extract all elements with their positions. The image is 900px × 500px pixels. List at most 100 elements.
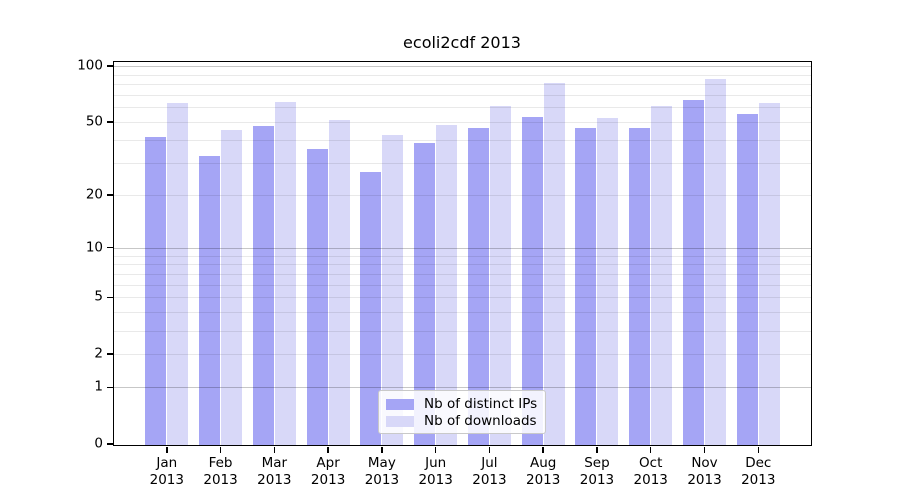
gridline-major-100 (114, 66, 811, 68)
x-tick-month: Feb (208, 455, 233, 471)
x-tick-label-apr: Apr 2013 (311, 455, 345, 489)
x-tick-label-may: May 2013 (365, 455, 399, 489)
legend-item-distinct-ips: Nb of distinct IPs (386, 396, 537, 412)
y-tick-10 (106, 246, 113, 249)
y-tick-label-5: 5 (94, 288, 103, 305)
x-tick-month: Oct (639, 455, 663, 471)
bar-jul-downloads (489, 105, 511, 445)
bar-jun-distinct-ips (414, 143, 436, 445)
x-tick-label-jan: Jan 2013 (150, 455, 184, 489)
bar-may-distinct-ips (360, 172, 382, 445)
x-tick-year: 2013 (741, 472, 776, 488)
bar-sep-downloads (597, 118, 619, 445)
y-tick-label-50: 50 (85, 113, 103, 130)
x-tick-label-jul: Jul 2013 (472, 455, 506, 489)
x-tick-month: Nov (691, 455, 718, 471)
x-tick-year: 2013 (418, 472, 453, 488)
legend-swatch (386, 398, 414, 410)
x-tick-jul (488, 446, 491, 453)
x-tick-month: Jun (425, 455, 447, 471)
bar-mar-downloads (274, 102, 296, 445)
x-tick-month: Aug (529, 455, 557, 471)
bar-mar-distinct-ips (252, 126, 274, 445)
x-tick-label-oct: Oct 2013 (634, 455, 668, 489)
x-tick-month: Jul (481, 455, 498, 471)
y-tick-20 (106, 194, 113, 196)
x-tick-year: 2013 (526, 472, 561, 488)
bar-aug-distinct-ips (521, 116, 543, 445)
y-tick-100 (106, 65, 113, 67)
bar-dec-downloads (758, 103, 780, 445)
x-tick-nov (703, 446, 706, 453)
x-tick-year: 2013 (633, 472, 668, 488)
legend-label: Nb of downloads (424, 413, 537, 429)
x-tick-mar (273, 446, 276, 453)
y-tick-label-10: 10 (85, 238, 103, 255)
bar-dec-distinct-ips (736, 114, 758, 445)
bar-nov-downloads (705, 79, 726, 445)
x-tick-aug (542, 446, 544, 453)
x-tick-year: 2013 (472, 472, 507, 488)
y-tick-2 (106, 353, 113, 355)
bar-jan-downloads (167, 103, 189, 445)
x-tick-sep (596, 446, 598, 453)
y-tick-5 (106, 296, 113, 299)
x-tick-jun (434, 446, 437, 453)
x-tick-year: 2013 (310, 472, 346, 488)
x-tick-jan (166, 446, 168, 453)
x-tick-apr (327, 446, 329, 453)
bar-may-downloads (382, 135, 404, 445)
x-tick-year: 2013 (687, 472, 722, 488)
x-tick-label-aug: Aug 2013 (526, 455, 560, 489)
y-tick-50 (106, 121, 113, 123)
bar-nov-distinct-ips (683, 99, 704, 445)
bar-sep-distinct-ips (575, 128, 597, 445)
legend-swatch (386, 415, 414, 427)
x-tick-month: Mar (261, 455, 288, 471)
chart-title: ecoli2cdf 2013 (403, 33, 521, 52)
x-tick-label-nov: Nov 2013 (687, 455, 721, 489)
bar-apr-downloads (328, 119, 350, 445)
x-tick-label-sep: Sep 2013 (580, 455, 614, 489)
x-tick-feb (219, 446, 222, 453)
gridline-minor-90 (114, 74, 811, 76)
x-tick-year: 2013 (257, 472, 292, 488)
x-tick-month: Sep (584, 455, 610, 471)
x-tick-dec (757, 446, 760, 453)
x-tick-oct (649, 446, 652, 453)
y-tick-0 (106, 443, 113, 445)
x-tick-month: Apr (316, 455, 340, 471)
x-tick-month: Dec (745, 455, 772, 471)
x-tick-label-jun: Jun 2013 (418, 455, 452, 489)
x-tick-may (381, 446, 383, 453)
x-tick-month: May (367, 455, 396, 471)
y-tick-label-1: 1 (94, 378, 103, 395)
x-tick-year: 2013 (579, 472, 615, 488)
x-tick-year: 2013 (364, 472, 400, 488)
y-tick-label-100: 100 (77, 57, 103, 74)
bar-apr-distinct-ips (306, 149, 328, 445)
bar-feb-downloads (221, 129, 243, 445)
legend-box: Nb of distinct IPs Nb of downloads (378, 390, 546, 434)
x-tick-month: Jan (156, 455, 178, 471)
bar-feb-distinct-ips (199, 156, 221, 445)
x-tick-label-mar: Mar 2013 (257, 455, 291, 489)
y-tick-label-2: 2 (94, 345, 103, 362)
plot-area: 0 1 2 5 10 20 50 100 Jan 2013 Feb 2013 Mar 2013 Apr 201… (77, 59, 812, 488)
bar-aug-downloads (543, 83, 565, 445)
bar-jun-downloads (436, 124, 458, 445)
legend-item-downloads: Nb of downloads (386, 413, 537, 429)
x-tick-label-feb: Feb 2013 (203, 455, 237, 489)
bar-jan-distinct-ips (145, 137, 167, 445)
bar-oct-downloads (651, 105, 673, 445)
bar-jul-distinct-ips (467, 128, 489, 445)
legend-label: Nb of distinct IPs (424, 396, 538, 412)
y-tick-1 (106, 386, 113, 388)
x-tick-year: 2013 (149, 472, 184, 488)
y-tick-label-0: 0 (94, 435, 103, 452)
x-tick-year: 2013 (203, 472, 238, 488)
y-tick-label-20: 20 (85, 186, 103, 202)
bar-oct-distinct-ips (629, 128, 651, 445)
x-tick-label-dec: Dec 2013 (741, 455, 775, 489)
